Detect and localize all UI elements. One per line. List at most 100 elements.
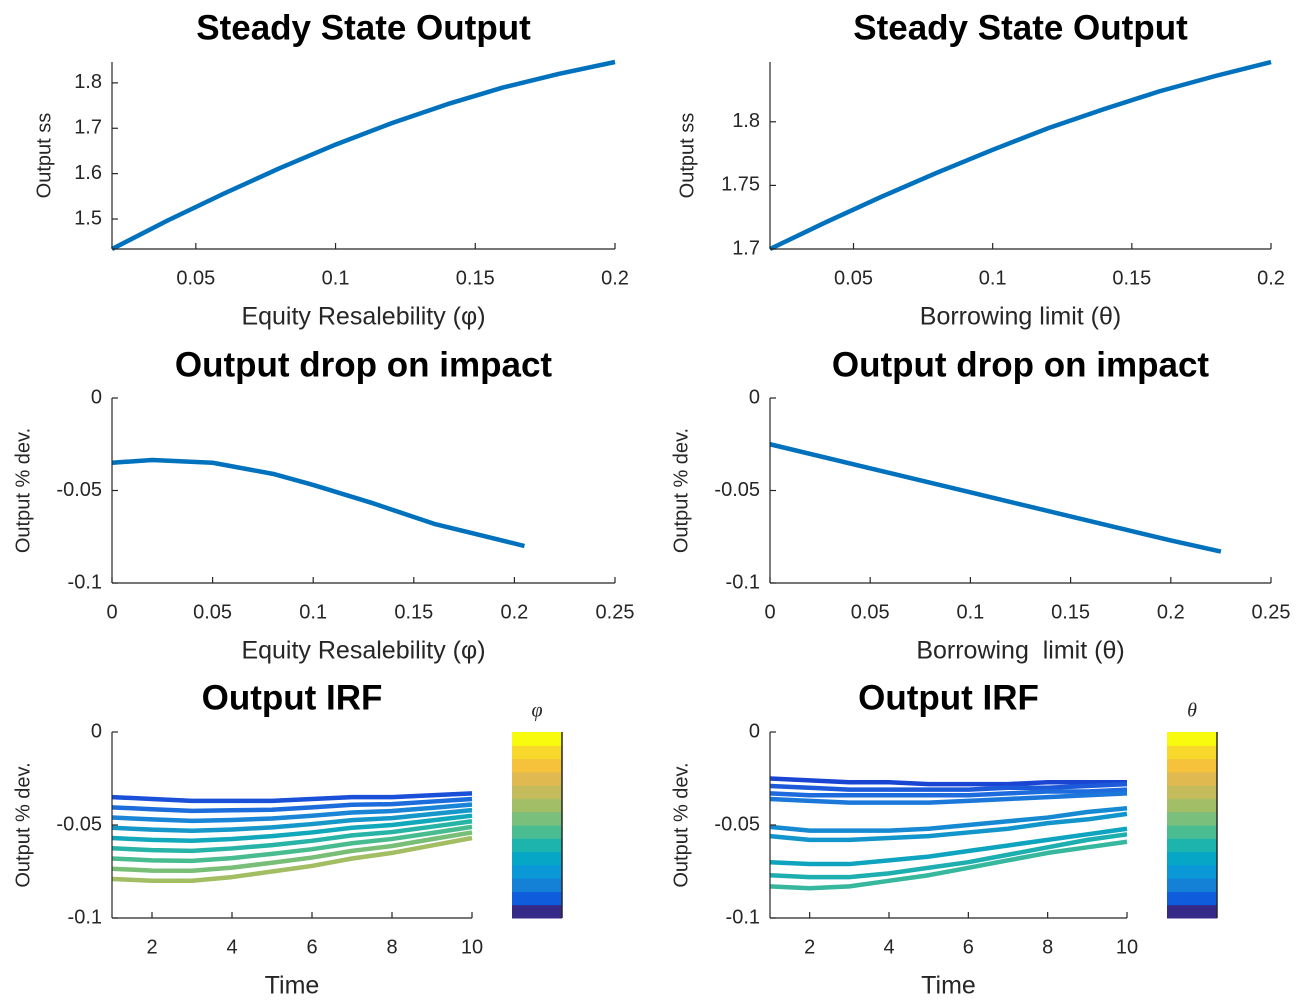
x-tick-label: 0.15 [1112,267,1151,289]
x-tick-label: 0.2 [500,601,528,623]
x-tick-label: 10 [1116,936,1138,958]
y-axis-label: Output % dev. [670,428,692,553]
x-tick-label: 0.25 [1252,601,1291,623]
y-tick-label: 1.7 [732,237,760,259]
x-tick-label: 0.15 [1051,601,1090,623]
data-line [769,787,1128,798]
subplot: Output IRF 2 4 6 8 10 -0.1 -0.05 0 Time Output % d… [12,678,563,1000]
data-line [111,830,473,874]
x-axis-label: Equity Resalebility (φ) [241,303,485,331]
data-line [111,813,473,844]
y-tick-label: 0 [749,720,760,742]
x-tick-label: 0.05 [176,267,215,289]
chart-title: Output drop on impact [832,345,1210,384]
colorbar-band [1167,758,1217,773]
colorbar-band [1167,811,1217,826]
x-tick-label: 0.25 [596,601,635,623]
colorbar-band [1167,825,1217,839]
y-tick-label: -0.1 [68,906,102,928]
y-tick-label: 0 [91,386,102,408]
chart-title: Output IRF [858,678,1039,717]
colorbar-band [512,825,562,839]
data-line [769,59,1272,252]
x-tick-label: 0.05 [193,601,232,623]
y-tick-label: 1.6 [74,162,102,184]
data-line [769,806,1128,833]
x-tick-label: 2 [146,936,157,958]
y-axis-label: Output % dev. [670,762,692,887]
y-axis-label: Output % dev. [12,762,34,887]
x-tick-label: 0.15 [394,601,433,623]
x-axis-label: Equity Resalebility (φ) [241,637,485,665]
subplot: Output drop on impact 0 0.05 0.1 0.15 0.2 0.25… [12,345,634,664]
data-line [111,802,473,824]
y-tick-label: 0 [749,386,760,408]
colorbar-label: φ [531,700,542,722]
data-line [769,832,1128,880]
colorbar-band [1167,851,1217,866]
data-line [110,59,616,252]
colorbar-band [1167,798,1217,813]
colorbar-band [1167,745,1217,760]
y-tick-label: -0.1 [726,571,760,593]
x-axis-label: Borrowing limit (θ) [916,637,1124,665]
y-tick-label: -0.05 [714,479,760,501]
colorbar-band [1167,878,1217,892]
x-tick-label: 8 [386,936,397,958]
x-tick-label: 0.1 [956,601,984,623]
y-tick-label: -0.05 [56,813,102,835]
colorbar-band [512,758,562,773]
data-line [769,839,1128,891]
x-tick-label: 0 [764,601,775,623]
colorbar-band [512,891,562,906]
colorbar-band [1167,785,1217,799]
colorbar-band [512,838,562,853]
y-axis-label: Output % dev. [12,428,34,553]
data-line [111,791,473,804]
x-tick-label: 0.05 [851,601,890,623]
data-line [111,457,525,549]
y-tick-label: -0.05 [56,479,102,501]
y-axis-label: Output ss [676,113,698,199]
subplot: Output IRF 2 4 6 8 10 -0.1 -0.05 0 Time Output % d… [670,678,1218,1000]
colorbar-band [512,771,562,786]
y-tick-label: -0.05 [714,813,760,835]
data-line [769,776,1127,787]
x-tick-label: 0.1 [979,267,1007,289]
y-tick-label: 1.75 [721,174,760,196]
data-line [111,819,473,854]
y-tick-label: -0.1 [726,906,760,928]
x-tick-label: 0.05 [834,267,873,289]
chart-title: Output drop on impact [175,345,553,384]
colorbar-band [512,785,562,799]
colorbar-band [1167,864,1217,879]
y-tick-label: -0.1 [68,571,102,593]
x-tick-label: 2 [804,936,815,958]
chart-title: Steady State Output [853,8,1188,47]
data-line [111,807,473,834]
y-axis-label: Output ss [33,113,55,199]
x-tick-label: 0.1 [322,267,350,289]
colorbar-band [512,851,562,866]
colorbar-band [1167,838,1217,853]
colorbar-band [512,745,562,760]
y-tick-label: 1.8 [74,71,102,93]
colorbar-band [512,811,562,826]
data-line [769,781,1128,792]
chart-title: Steady State Output [196,8,531,47]
x-tick-label: 0.2 [1157,601,1185,623]
x-tick-label: 0.2 [1257,267,1285,289]
y-tick-label: 1.8 [732,110,760,132]
colorbar-label: θ [1187,700,1197,722]
x-tick-label: 4 [883,936,894,958]
y-tick-label: 1.7 [74,117,102,139]
data-line [111,835,473,884]
x-tick-label: 0.15 [456,267,495,289]
colorbar-band [512,732,562,746]
x-tick-label: 6 [306,936,317,958]
subplot: Steady State Output 0.05 0.1 0.15 0.2 1.7 1.75… [676,8,1285,330]
data-line [769,811,1128,843]
y-tick-label: 1.5 [74,207,102,229]
x-tick-label: 10 [461,936,483,958]
